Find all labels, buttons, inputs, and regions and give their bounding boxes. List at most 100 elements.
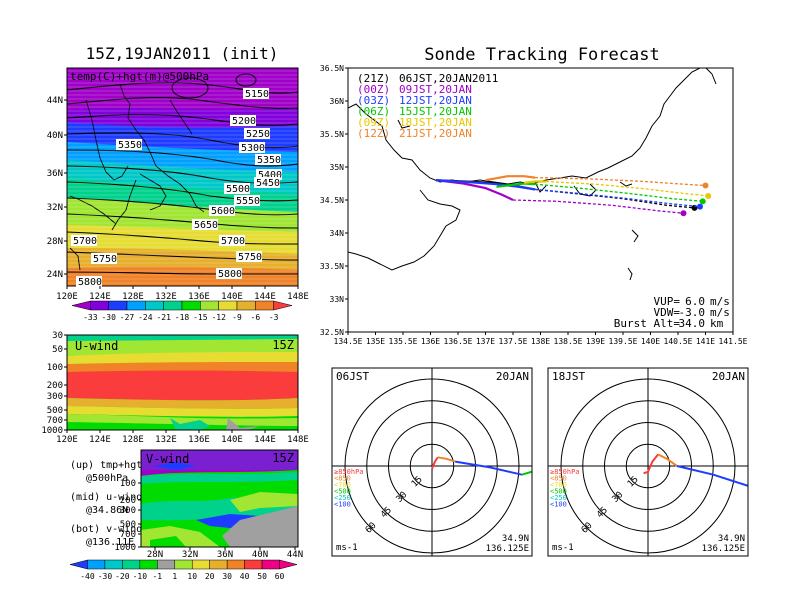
u-y-tick-label: 300 (47, 392, 63, 402)
contour-label-bg (230, 115, 256, 126)
wind-colorbar-label: 10 (187, 572, 197, 581)
hodograph-level-legend: ≥850hPa (334, 468, 364, 476)
note-line: (up) tmp+hgt (70, 460, 142, 471)
contour-label: 5550 (236, 196, 260, 207)
contour-label-bg (239, 142, 265, 153)
track-x-tick-label: 134.5E (334, 337, 363, 346)
u-x-tick-label: 132E (155, 435, 177, 445)
temp-colorbar-swatch (218, 300, 238, 311)
track-y-tick-label: 36N (330, 97, 345, 106)
track-legend-code: (06Z) (357, 105, 390, 118)
contour-label: 5800 (78, 277, 102, 288)
temp-colorbar-label: -21 (156, 313, 171, 322)
hodograph-06jst: 15304560≥850hPa<850<700<500<250<10006JST… (331, 367, 533, 557)
contour-label-bg (236, 251, 262, 262)
contour-label-bg (254, 177, 280, 188)
contour-label-bg (244, 128, 270, 139)
wind-colorbar-label: 1 (172, 572, 177, 581)
hodograph-wind-trace (643, 453, 659, 475)
left-title: 15Z,19JAN2011 (init) (86, 44, 279, 63)
track-legend-code: (21Z) (357, 72, 390, 85)
wind-colorbar-swatch (87, 559, 106, 570)
temp-colorbar-swatch (71, 300, 91, 311)
map-x-tick-label: 144E (254, 292, 276, 302)
hodograph-wind-trace (657, 453, 678, 467)
hodograph-lon: 136.125E (702, 544, 745, 554)
track-legend-code: (09Z) (357, 116, 390, 129)
v-y-tick-label: 500 (120, 520, 136, 530)
hodograph-level-legend: <850 (334, 475, 351, 483)
v-wind-label: V-wind (146, 452, 189, 466)
track-legend-time: 06JST,20JAN2011 (399, 72, 498, 85)
temp-colorbar-label: -15 (193, 313, 208, 322)
right-title: Sonde Tracking Forecast (424, 45, 659, 65)
temp-colorbar-swatch (255, 300, 274, 311)
track-y-tick-label: 33.5N (320, 262, 344, 271)
hodograph-wind-trace (676, 465, 748, 487)
track-map: (21Z) 06JST,20JAN2011 (00Z) 09JST,20JAN (03Z… (320, 64, 748, 346)
contour-label: 5700 (73, 236, 97, 247)
u-x-tick-label: 144E (254, 435, 276, 445)
u-x-tick-label: 120E (56, 435, 78, 445)
map-x-tick-label: 128E (122, 292, 144, 302)
contour-label-bg (209, 205, 235, 216)
hodograph-level-legend: <100 (550, 501, 567, 509)
contour-label: 5150 (245, 89, 269, 100)
track-param-value: 34.0 (679, 317, 706, 330)
contour-label-bg (76, 276, 102, 287)
landing-point-marker (699, 198, 706, 205)
track-x-tick-label: 136E (421, 337, 440, 346)
wind-colorbar-label: -20 (115, 572, 130, 581)
note-line: @500hPa (86, 473, 128, 484)
v-y-tick-label: 300 (120, 506, 136, 516)
temp-colorbar-swatch (145, 300, 164, 311)
track-legend-time: 18JST,20JAN (399, 116, 472, 129)
track-legend-code: (12Z) (357, 127, 390, 140)
hodograph-level-legend: <850 (550, 475, 567, 483)
panel-notes: (up) tmp+hgt @500hPa (mid) u-wind @34.86N (b… (70, 460, 142, 548)
contour-label-bg (91, 253, 117, 264)
temp-colorbar-label: -3 (269, 313, 279, 322)
hodograph-unit: ms-1 (552, 543, 574, 553)
map-y-tick-label: 44N (47, 96, 63, 106)
map-y-tick-label: 36N (47, 169, 63, 179)
hodograph-level-legend: ≥850hPa (550, 468, 580, 476)
contour-label: 5400 (258, 170, 282, 181)
map-x-tick-label: 132E (155, 292, 177, 302)
track-param-value: 6.0 (685, 295, 705, 308)
wind-colorbar-swatch (279, 559, 298, 570)
hodograph-time: 18JST (552, 370, 585, 383)
contour-label: 5450 (256, 178, 280, 189)
contour-label-bg (192, 219, 218, 230)
v-x-tick-label: 32N (182, 550, 198, 560)
track-y-tick-label: 35N (330, 163, 345, 172)
contour-label: 5750 (238, 252, 262, 263)
contour-label: 5200 (232, 116, 256, 127)
temp-height-map: temp(C)+hgt(m)@500hPa 515052005250530053… (47, 67, 309, 302)
ascent-track-line (435, 179, 536, 191)
track-y-tick-label: 32.5N (320, 328, 344, 337)
track-legend-code: (00Z) (357, 83, 390, 96)
temp-colorbar-label: -18 (175, 313, 190, 322)
track-param-unit: m/s (710, 306, 730, 319)
map-x-tick-label: 120E (56, 292, 78, 302)
map-x-tick-label: 124E (89, 292, 111, 302)
hodograph-lon: 136.125E (486, 544, 529, 554)
hodograph-level-legend: <500 (550, 488, 567, 496)
u-x-tick-label: 136E (188, 435, 210, 445)
ascent-track-line (496, 182, 536, 188)
track-legend-time: 09JST,20JAN (399, 83, 472, 96)
contour-label-bg (234, 195, 260, 206)
wind-colorbar-swatch (122, 559, 141, 570)
track-x-tick-label: 139E (586, 337, 605, 346)
contour-label: 5650 (194, 220, 218, 231)
temp-colorbar-swatch (236, 300, 256, 311)
ascent-track-line (523, 180, 546, 184)
wind-colorbar-label: 30 (222, 572, 232, 581)
v-x-tick-label: 36N (217, 550, 233, 560)
hodograph-date: 20JAN (712, 370, 745, 383)
u-wind-time: 15Z (272, 338, 294, 352)
wind-colorbar-label: -30 (98, 572, 113, 581)
hodograph-frame (547, 367, 749, 557)
